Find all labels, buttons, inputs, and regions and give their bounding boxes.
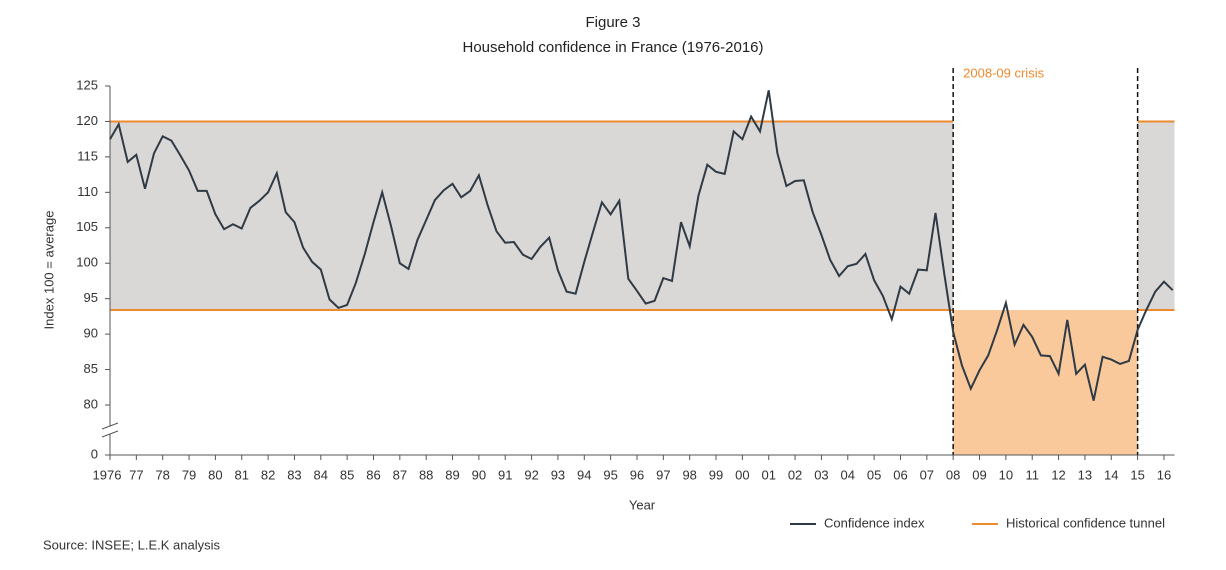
tunnel-band: [1137, 121, 1175, 311]
x-tick-label: 11: [1025, 467, 1039, 482]
x-tick-label: 95: [603, 467, 617, 482]
y-tick-label: 95: [84, 290, 98, 305]
x-tick-label: 92: [524, 467, 538, 482]
x-tick-label: 84: [314, 467, 328, 482]
legend-label: Confidence index: [824, 515, 925, 530]
x-tick-label: 85: [340, 467, 354, 482]
x-tick-label: 00: [735, 467, 749, 482]
x-tick-label: 99: [709, 467, 723, 482]
x-tick-label: 87: [393, 467, 407, 482]
x-tick-label: 08: [946, 467, 960, 482]
x-tick-label: 98: [682, 467, 696, 482]
x-tick-label: 93: [551, 467, 565, 482]
x-tick-label: 09: [972, 467, 986, 482]
data-line: [109, 90, 1174, 401]
x-tick-label: 14: [1104, 467, 1118, 482]
x-tick-label: 16: [1157, 467, 1171, 482]
x-tick-label: 05: [867, 467, 881, 482]
x-axis-label: Year: [629, 497, 656, 512]
x-tick-label: 96: [630, 467, 644, 482]
y-tick-label: 105: [76, 219, 98, 234]
x-tick-label: 06: [893, 467, 907, 482]
crisis-band: [953, 310, 1138, 455]
x-tick-label: 10: [999, 467, 1013, 482]
source: Source: INSEE; L.E.K analysis: [43, 537, 221, 552]
x-tick-label: 77: [129, 467, 143, 482]
x-tick-label: 82: [261, 467, 275, 482]
axis-break: [101, 430, 119, 438]
x-tick-label: 01: [761, 467, 775, 482]
x-tick-label: 03: [814, 467, 828, 482]
y-tick-label: 100: [76, 255, 98, 270]
x-tick-label: 13: [1078, 467, 1092, 482]
x-tick-label: 04: [841, 467, 855, 482]
axis-break: [101, 422, 119, 430]
y-tick-label: 120: [76, 113, 98, 128]
x-tick-label: 91: [498, 467, 512, 482]
x-tick-label: 80: [208, 467, 222, 482]
tunnel-band: [110, 121, 954, 311]
y-tick-label: 90: [84, 326, 98, 341]
y-tick-label: 80: [84, 396, 98, 411]
y-tick-label: 125: [76, 77, 98, 92]
x-tick-label: 07: [920, 467, 934, 482]
y-tick-label: 110: [77, 184, 98, 199]
x-tick-label: 94: [577, 467, 591, 482]
x-tick-label: 78: [155, 467, 169, 482]
chart-title: Figure 3: [585, 14, 640, 31]
x-tick-label: 83: [287, 467, 301, 482]
legend-label: Historical confidence tunnel: [1006, 515, 1165, 530]
x-tick-label: 89: [445, 467, 459, 482]
x-tick-label: 97: [656, 467, 670, 482]
x-tick-label: 88: [419, 467, 433, 482]
x-tick-label: 86: [366, 467, 380, 482]
y-tick-label: 0: [91, 446, 98, 461]
x-tick-label: 90: [472, 467, 486, 482]
y-tick-label: 115: [77, 148, 98, 163]
x-tick-label: 1976: [93, 467, 122, 482]
y-axis-label: Index 100 = average: [41, 211, 56, 330]
x-tick-label: 79: [182, 467, 196, 482]
x-tick-label: 81: [235, 467, 249, 482]
y-tick-label: 85: [84, 361, 98, 376]
x-tick-label: 12: [1051, 467, 1065, 482]
crisis-label: 2008-09 crisis: [963, 65, 1044, 80]
chart-subtitle: Household confidence in France (1976-201…: [462, 39, 763, 56]
x-tick-label: 15: [1130, 467, 1144, 482]
x-tick-label: 02: [788, 467, 802, 482]
